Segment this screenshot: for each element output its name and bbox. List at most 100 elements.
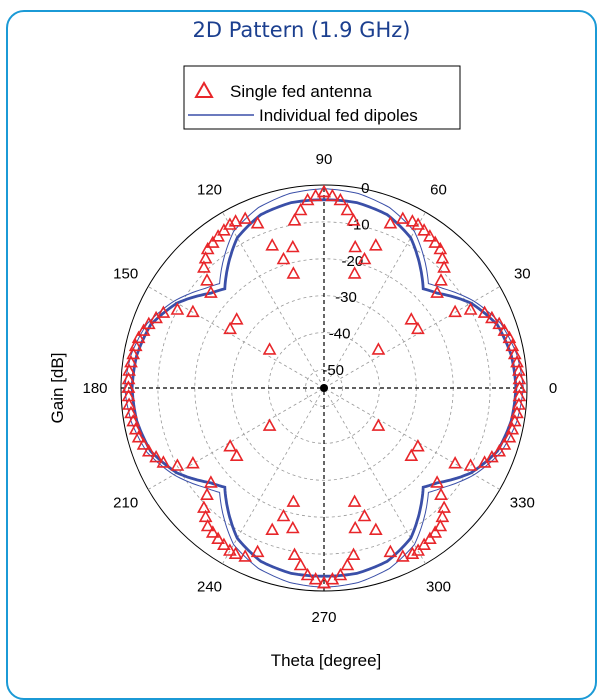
single-fed-marker	[507, 413, 522, 427]
single-fed-marker	[211, 531, 225, 545]
theta-tick-150: 150	[113, 266, 138, 283]
single-fed-marker	[485, 449, 499, 463]
single-fed-marker	[505, 422, 520, 435]
single-fed-marker	[223, 439, 237, 452]
polar-grid	[120, 184, 528, 592]
single-fed-marker	[286, 494, 301, 507]
single-fed-marker	[507, 346, 522, 360]
single-fed-marker	[404, 448, 419, 462]
single-fed-marker	[340, 202, 355, 216]
single-fed-marker	[512, 388, 527, 402]
single-fed-marker	[238, 549, 253, 562]
origin-dot	[320, 384, 328, 392]
theta-tick-180: 180	[82, 380, 107, 397]
grid-spoke-120	[222, 211, 426, 564]
single-fed-marker	[348, 239, 363, 253]
theta-tick-60: 60	[430, 182, 447, 199]
single-fed-marker	[411, 321, 425, 335]
single-fed-marker	[463, 302, 478, 315]
single-fed-marker	[238, 211, 253, 224]
theta-tick-90: 90	[316, 151, 333, 168]
single-fed-marker	[505, 338, 520, 352]
single-fed-marker	[198, 509, 213, 523]
theta-tick-120: 120	[197, 182, 222, 199]
single-fed-marker	[411, 217, 425, 230]
single-fed-marker	[383, 216, 398, 229]
single-fed-marker	[141, 444, 156, 457]
single-fed-marker	[428, 525, 443, 538]
legend-box	[183, 65, 461, 130]
r-tick-50: -50	[322, 362, 344, 379]
single-fed-marker	[204, 475, 218, 488]
theta-tick-210: 210	[113, 495, 138, 512]
single-fed-marker	[293, 557, 308, 571]
single-fed-marker	[347, 266, 362, 279]
single-fed-marker	[223, 543, 237, 556]
single-fed-marker	[448, 456, 462, 469]
single-fed-marker	[228, 546, 243, 560]
single-fed-marker	[317, 184, 331, 198]
single-fed-marker	[229, 312, 244, 325]
single-fed-marker	[502, 330, 517, 344]
r-tick-40: -40	[329, 326, 351, 343]
single-fed-marker	[126, 413, 141, 427]
single-fed-marker	[131, 330, 146, 344]
single-fed-marker	[136, 437, 151, 450]
single-fed-marker	[333, 567, 348, 581]
single-fed-marker	[211, 229, 225, 242]
grid-spoke-150	[147, 286, 500, 490]
single-fed-marker	[287, 213, 302, 226]
single-fed-marker	[497, 323, 512, 336]
single-fed-marker	[262, 342, 277, 355]
theta-tick-0: 0	[549, 380, 557, 397]
single-fed-marker	[205, 525, 220, 538]
single-fed-marker	[433, 518, 448, 532]
single-fed-marker	[308, 572, 323, 585]
grid-spoke-60	[222, 211, 426, 564]
single-fed-marker	[510, 405, 524, 419]
single-fed-marker	[197, 260, 211, 273]
single-fed-marker	[286, 266, 301, 279]
single-fed-marker	[149, 310, 163, 324]
single-fed-marker	[186, 456, 200, 469]
single-fed-marker	[149, 449, 163, 463]
single-fed-marker	[124, 405, 138, 419]
single-fed-marker	[435, 509, 450, 523]
single-fed-marker	[423, 229, 437, 242]
single-fed-marker	[512, 380, 527, 393]
single-fed-marker	[276, 508, 291, 522]
single-fed-marker	[371, 342, 386, 355]
single-fed-marker	[423, 531, 437, 545]
theta-tick-30: 30	[514, 266, 531, 283]
theta-tick-300: 300	[426, 578, 451, 595]
single-fed-marker	[383, 544, 398, 558]
r-tick-30: -30	[335, 289, 357, 306]
single-fed-marker	[492, 444, 507, 457]
single-fed-marker	[448, 304, 462, 318]
single-fed-marker	[434, 487, 448, 501]
theta-tick-labels: 0 30 60 90 120 150 180 210 240 270 300 330	[82, 151, 557, 626]
single-fed-marker	[156, 305, 171, 318]
single-fed-marker	[197, 500, 211, 513]
single-fed-marker	[433, 241, 448, 255]
single-fed-marker	[262, 418, 277, 431]
single-fed-marker	[357, 251, 372, 265]
single-fed-marker	[368, 522, 383, 536]
single-fed-marker	[395, 211, 410, 224]
single-fed-marker	[300, 567, 315, 581]
single-fed-marker	[285, 520, 300, 534]
single-fed-marker	[228, 214, 243, 227]
single-fed-marker	[126, 346, 141, 360]
single-fed-marker	[308, 188, 323, 202]
single-fed-marker	[200, 273, 214, 286]
single-fed-marker	[128, 338, 143, 352]
single-fed-marker	[300, 192, 315, 206]
single-fed-marker	[217, 223, 231, 236]
theta-tick-270: 270	[311, 609, 336, 626]
single-fed-marker	[405, 546, 420, 560]
single-fed-marker	[347, 494, 362, 507]
single-fed-marker	[437, 500, 451, 513]
single-fed-marker	[170, 302, 185, 315]
single-fed-marker	[200, 518, 215, 532]
